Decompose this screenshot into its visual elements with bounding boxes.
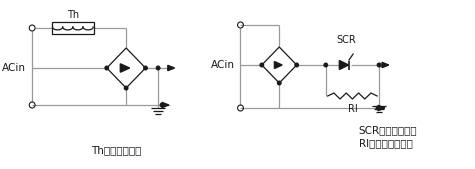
Polygon shape <box>120 64 130 72</box>
Polygon shape <box>275 62 282 68</box>
Circle shape <box>377 63 381 67</box>
Polygon shape <box>339 61 349 69</box>
Circle shape <box>260 63 264 67</box>
Circle shape <box>144 66 147 70</box>
Circle shape <box>156 66 160 70</box>
Text: SCR: SCR <box>336 35 356 45</box>
Polygon shape <box>107 48 145 88</box>
Polygon shape <box>378 105 385 111</box>
Circle shape <box>324 63 327 67</box>
Text: ACin: ACin <box>211 60 235 70</box>
Text: RI: RI <box>348 104 357 114</box>
Text: Th: Th <box>67 10 79 20</box>
Polygon shape <box>168 65 175 71</box>
Circle shape <box>295 63 298 67</box>
Circle shape <box>105 66 108 70</box>
Circle shape <box>124 86 128 90</box>
Circle shape <box>160 103 164 107</box>
Text: Th：サーミスタ: Th：サーミスタ <box>91 145 142 155</box>
Circle shape <box>376 106 380 110</box>
Text: RI：電流制限抵抗: RI：電流制限抵抗 <box>359 138 413 148</box>
FancyBboxPatch shape <box>51 22 94 34</box>
Polygon shape <box>162 102 169 108</box>
Text: ACin: ACin <box>2 63 26 73</box>
Circle shape <box>277 81 281 85</box>
Polygon shape <box>382 62 389 68</box>
Text: SCR：サイリスタ: SCR：サイリスタ <box>359 125 418 135</box>
Polygon shape <box>262 47 297 83</box>
